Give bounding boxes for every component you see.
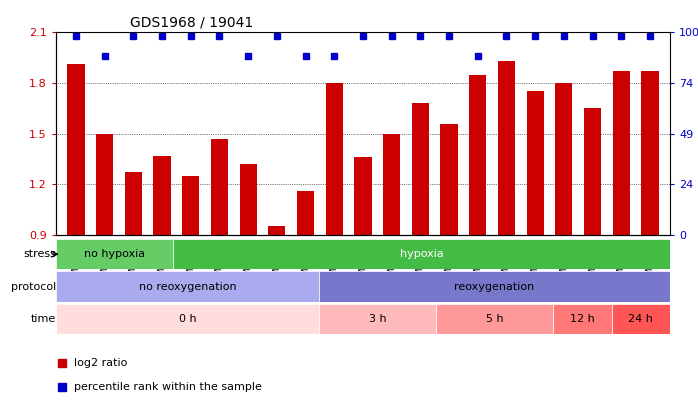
Bar [326,83,343,387]
FancyBboxPatch shape [553,304,611,334]
Bar [641,71,659,387]
Bar [412,103,429,387]
Text: time: time [31,314,56,324]
Bar [96,134,113,387]
Text: protocol: protocol [10,281,56,292]
Text: 5 h: 5 h [486,314,503,324]
Bar [556,83,572,387]
Bar [297,191,314,387]
Text: reoxygenation: reoxygenation [454,281,535,292]
Text: no reoxygenation: no reoxygenation [139,281,237,292]
Text: 24 h: 24 h [628,314,653,324]
FancyBboxPatch shape [173,239,670,269]
Text: 0 h: 0 h [179,314,196,324]
Bar [355,157,371,387]
Bar [526,92,544,387]
FancyBboxPatch shape [56,271,319,302]
Bar [182,176,200,387]
Bar [584,109,601,387]
FancyBboxPatch shape [319,271,670,302]
Text: no hypoxia: no hypoxia [84,249,145,259]
Bar [268,226,285,387]
Bar [498,61,515,387]
Bar [154,156,170,387]
Text: GDS1968 / 19041: GDS1968 / 19041 [130,16,253,30]
Text: stress: stress [23,249,56,259]
Bar [440,124,458,387]
FancyBboxPatch shape [611,304,670,334]
Bar [469,75,487,387]
Bar [383,134,400,387]
Text: percentile rank within the sample: percentile rank within the sample [74,382,262,392]
Text: hypoxia: hypoxia [399,249,443,259]
FancyBboxPatch shape [56,304,319,334]
FancyBboxPatch shape [436,304,553,334]
Text: 3 h: 3 h [369,314,387,324]
FancyBboxPatch shape [319,304,436,334]
Bar [211,139,228,387]
Text: log2 ratio: log2 ratio [74,358,128,368]
Bar [125,173,142,387]
Bar [613,71,630,387]
Bar [239,164,257,387]
Text: 12 h: 12 h [570,314,595,324]
FancyBboxPatch shape [56,239,173,269]
Bar [67,64,84,387]
